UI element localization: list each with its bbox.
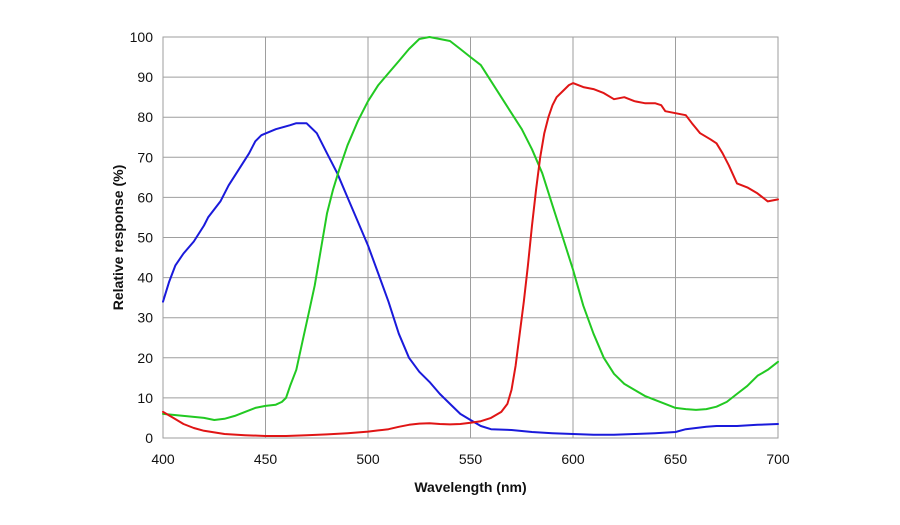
x-tick-label: 400	[151, 451, 175, 467]
y-tick-label: 90	[137, 69, 153, 85]
y-tick-label: 60	[137, 189, 153, 205]
x-tick-label: 550	[459, 451, 483, 467]
x-tick-label: 600	[561, 451, 585, 467]
y-tick-label: 40	[137, 270, 153, 286]
gridlines	[162, 36, 779, 439]
x-tick-labels: 400 450 500 550 600 650 700	[151, 451, 790, 467]
series-line-1	[162, 122, 779, 436]
x-tick-label: 650	[664, 451, 688, 467]
y-tick-label: 80	[137, 109, 153, 125]
x-axis-title: Wavelength (nm)	[414, 479, 526, 495]
series-line-2	[162, 36, 779, 421]
y-tick-label: 20	[137, 350, 153, 366]
x-tick-label: 700	[766, 451, 790, 467]
y-tick-label: 50	[137, 230, 153, 246]
series-group	[162, 36, 779, 437]
series-line-3	[162, 82, 779, 437]
y-tick-label: 70	[137, 149, 153, 165]
x-tick-label: 500	[356, 451, 380, 467]
y-tick-label: 30	[137, 310, 153, 326]
y-tick-label: 0	[145, 430, 153, 446]
x-tick-label: 450	[254, 451, 278, 467]
y-tick-label: 10	[137, 390, 153, 406]
y-tick-labels: 0 10 20 30 40 50 60 70 80 90 100	[130, 29, 154, 446]
y-tick-label: 100	[130, 29, 154, 45]
plot-frame	[162, 36, 779, 439]
y-axis-title: Relative response (%)	[110, 165, 126, 311]
